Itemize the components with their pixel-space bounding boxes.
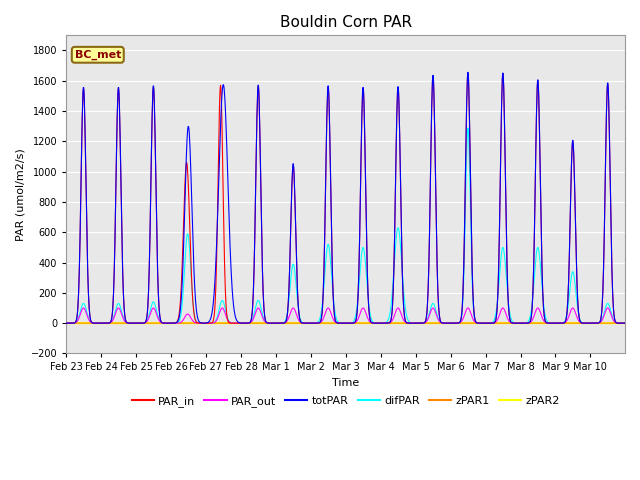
Legend: PAR_in, PAR_out, totPAR, difPAR, zPAR1, zPAR2: PAR_in, PAR_out, totPAR, difPAR, zPAR1, … <box>127 392 564 411</box>
PAR_in <box>237 320 244 326</box>
totPAR <box>560 320 568 326</box>
Text: BC_met: BC_met <box>75 49 121 60</box>
PAR_in <box>560 320 568 326</box>
Line: PAR_in: PAR_in <box>66 74 625 323</box>
zPAR2 <box>614 320 621 326</box>
zPAR1 <box>614 320 621 326</box>
totPAR <box>464 70 472 75</box>
difPAR <box>464 125 472 131</box>
zPAR1 <box>477 320 485 326</box>
Title: Bouldin Corn PAR: Bouldin Corn PAR <box>280 15 412 30</box>
zPAR1 <box>559 320 567 326</box>
difPAR <box>331 309 339 314</box>
PAR_in <box>321 235 328 241</box>
PAR_out <box>478 320 486 326</box>
totPAR <box>150 83 157 89</box>
zPAR2 <box>559 320 567 326</box>
PAR_out <box>218 305 226 311</box>
Line: difPAR: difPAR <box>66 128 625 323</box>
totPAR <box>321 235 328 240</box>
PAR_out <box>237 320 244 326</box>
PAR_in <box>614 320 622 326</box>
difPAR <box>447 320 454 326</box>
Line: PAR_out: PAR_out <box>66 308 625 323</box>
difPAR <box>62 320 70 326</box>
totPAR <box>332 317 339 323</box>
zPAR2 <box>321 320 328 326</box>
Line: totPAR: totPAR <box>66 72 625 323</box>
PAR_out <box>321 311 329 317</box>
difPAR <box>560 319 568 325</box>
zPAR1 <box>621 320 629 326</box>
PAR_out <box>332 319 339 325</box>
totPAR <box>272 320 280 326</box>
zPAR1 <box>150 320 157 326</box>
PAR_in <box>621 320 629 326</box>
PAR_in <box>150 84 157 90</box>
PAR_out <box>62 320 70 326</box>
PAR_in <box>478 320 486 326</box>
PAR_in <box>62 320 70 326</box>
Y-axis label: PAR (umol/m2/s): PAR (umol/m2/s) <box>15 148 25 241</box>
PAR_out <box>614 320 622 326</box>
PAR_in <box>464 71 472 77</box>
difPAR <box>621 320 629 326</box>
totPAR <box>62 320 70 326</box>
difPAR <box>478 320 486 326</box>
difPAR <box>614 320 622 326</box>
PAR_out <box>621 320 629 326</box>
difPAR <box>321 277 328 283</box>
zPAR2 <box>150 320 157 326</box>
zPAR2 <box>621 320 629 326</box>
totPAR <box>621 320 629 326</box>
zPAR1 <box>62 320 70 326</box>
zPAR2 <box>331 320 339 326</box>
totPAR <box>478 320 486 326</box>
zPAR2 <box>477 320 485 326</box>
zPAR1 <box>321 320 328 326</box>
zPAR2 <box>62 320 70 326</box>
PAR_out <box>560 320 568 326</box>
X-axis label: Time: Time <box>332 378 359 388</box>
zPAR1 <box>331 320 339 326</box>
totPAR <box>614 320 622 326</box>
difPAR <box>150 299 157 305</box>
PAR_out <box>150 305 157 311</box>
PAR_in <box>332 317 339 323</box>
